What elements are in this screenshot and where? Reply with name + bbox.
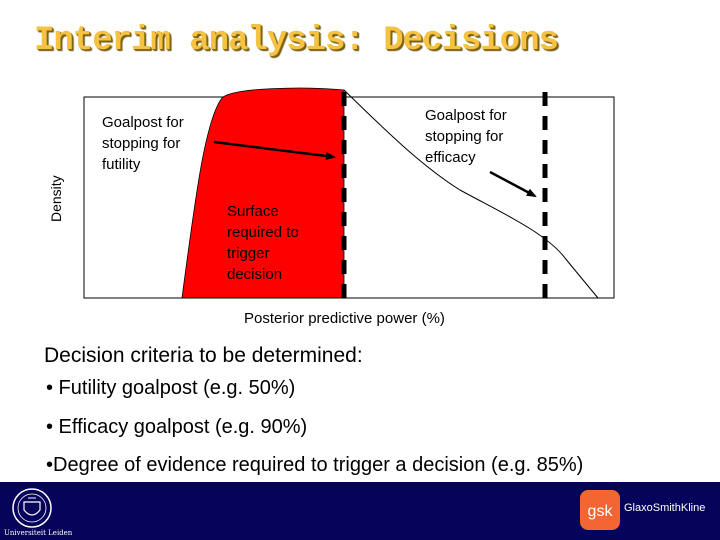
x-axis-label: Posterior predictive power (%) <box>244 310 445 327</box>
futility-annotation: Goalpost for stopping for futility <box>102 112 184 175</box>
futility-annotation-line: Goalpost for <box>102 114 184 131</box>
efficacy-annotation: Goalpost for stopping for efficacy <box>425 105 507 168</box>
leiden-seal-icon <box>12 488 52 528</box>
footer-bar: Universiteit Leiden gsk GlaxoSmithKline <box>0 482 720 540</box>
plot-frame <box>83 96 615 299</box>
futility-arrow <box>213 140 336 160</box>
surface-annotation: Surface required to trigger decision <box>227 201 299 285</box>
criteria-list: • Futility goalpost (e.g. 50%) • Efficac… <box>46 378 583 494</box>
criteria-item: • Efficacy goalpost (e.g. 90%) <box>46 415 308 438</box>
efficacy-arrow <box>489 170 537 198</box>
efficacy-annotation-line: efficacy <box>425 149 476 166</box>
gsk-logo-text: GlaxoSmithKline <box>624 502 706 514</box>
surface-annotation-line: Surface <box>227 203 279 220</box>
criteria-heading: Decision criteria to be determined: <box>44 344 363 367</box>
slide-title: Interim analysis: Decisions <box>34 22 559 60</box>
criteria-item: • Futility goalpost (e.g. 50%) <box>46 377 296 399</box>
efficacy-annotation-line: stopping for <box>425 128 504 145</box>
efficacy-annotation-line: Goalpost for <box>425 107 507 124</box>
surface-annotation-line: trigger <box>227 245 270 262</box>
decision-surface <box>181 87 345 299</box>
futility-annotation-line: futility <box>102 156 141 173</box>
surface-annotation-line: decision <box>227 266 283 283</box>
criteria-item: •Degree of evidence required to trigger … <box>46 454 584 476</box>
surface-annotation-line: required to <box>227 224 299 241</box>
density-curve <box>343 89 599 299</box>
futility-annotation-line: stopping for <box>102 135 181 152</box>
y-axis-label: Density <box>48 175 64 222</box>
leiden-logo-text: Universiteit Leiden <box>4 529 73 537</box>
gsk-logo-mark: gsk <box>588 503 614 520</box>
gsk-logo-icon: gsk <box>580 490 620 530</box>
